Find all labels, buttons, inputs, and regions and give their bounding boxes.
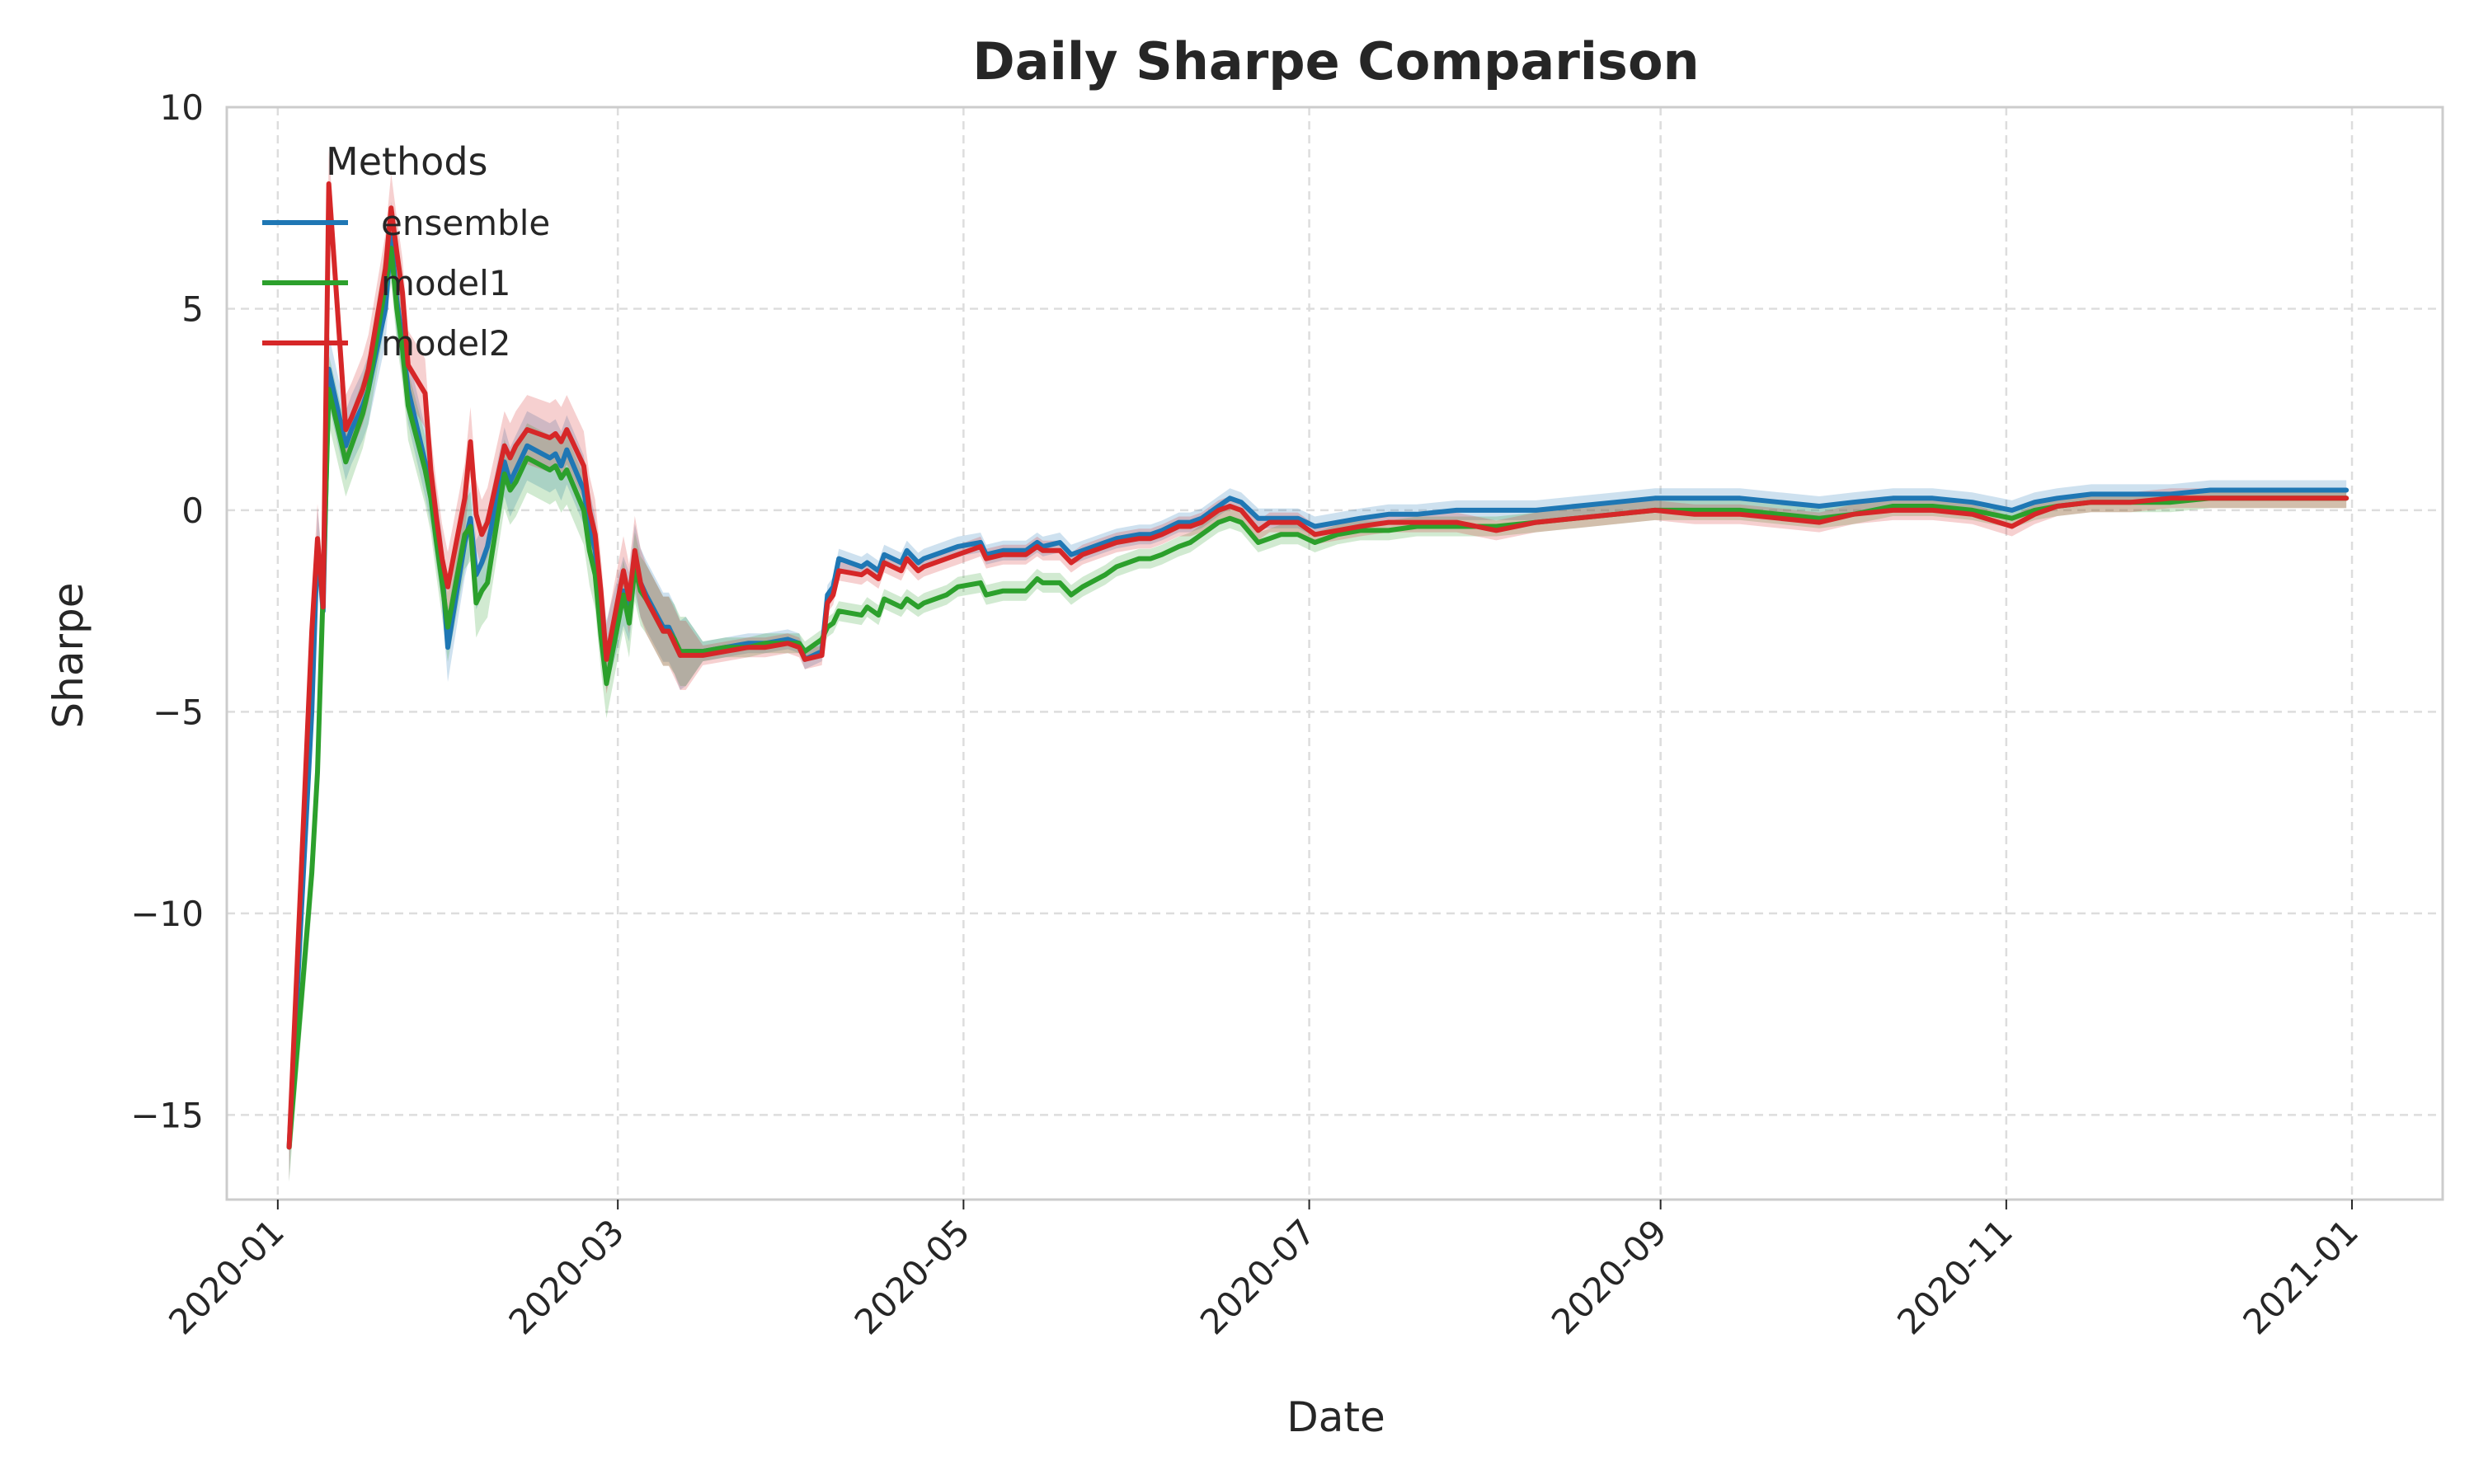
series-lines — [286, 181, 2349, 1150]
legend-label: model1 — [381, 263, 511, 303]
y-tick-label: −15 — [130, 1095, 204, 1135]
legend-items: ensemble model1 model2 — [262, 203, 550, 364]
y-tick-label: 0 — [181, 491, 204, 531]
series-line-model2 — [286, 181, 2349, 1150]
y-tick-label: −5 — [153, 692, 204, 732]
legend-label: ensemble — [381, 203, 550, 243]
legend-label: model2 — [381, 323, 511, 364]
legend: Methods ensemble model1 model2 — [262, 139, 550, 364]
legend-title: Methods — [326, 139, 488, 184]
y-tick-label: −10 — [130, 894, 204, 934]
chart-title: Daily Sharpe Comparison — [972, 31, 1699, 92]
plot-frame — [225, 106, 2444, 1201]
confidence-bands — [289, 148, 2347, 1182]
confidence-band-model2 — [289, 148, 2347, 1182]
y-axis-ticks: 10 5 0 −5 −10 −15 — [130, 87, 204, 1135]
y-tick-label: 10 — [160, 87, 204, 128]
y-axis-label: Sharpe — [45, 582, 92, 728]
y-tick-label: 5 — [181, 289, 204, 329]
x-axis-label: Date — [1286, 1393, 1385, 1441]
